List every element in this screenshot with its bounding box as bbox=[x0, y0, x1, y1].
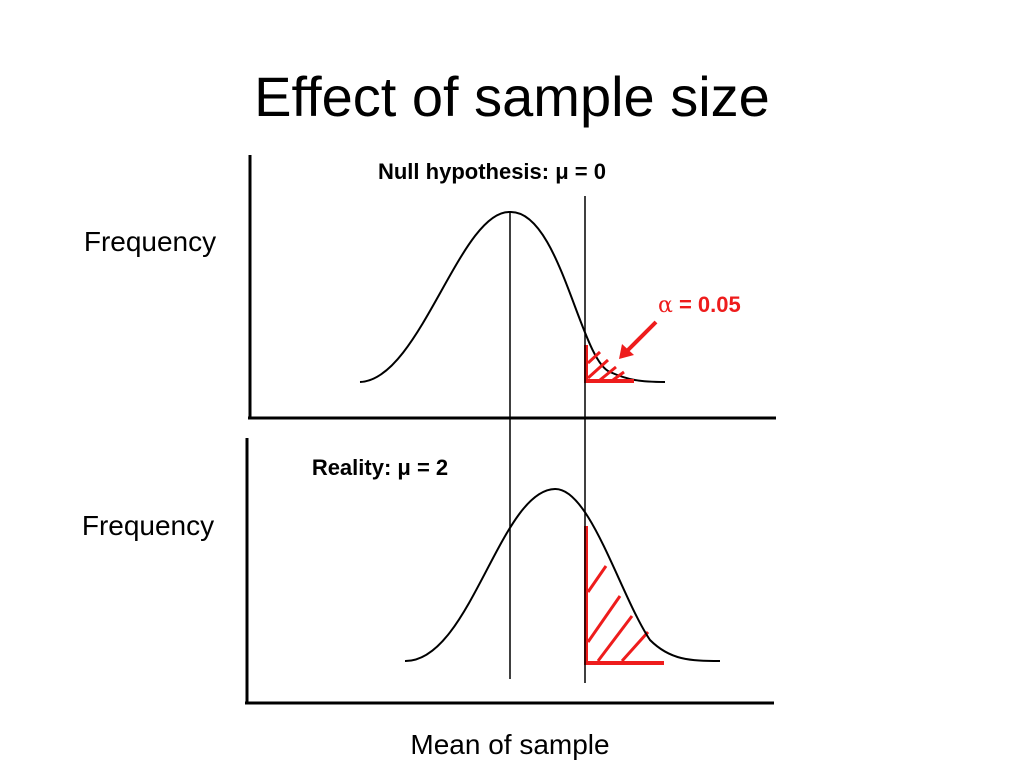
reality-distribution-curve bbox=[404, 487, 721, 663]
alpha-value: = 0.05 bbox=[673, 292, 741, 317]
alpha-label: α = 0.05 bbox=[658, 292, 741, 318]
alpha-rejection-region bbox=[584, 345, 634, 383]
null-hypothesis-panel: Null hypothesis: μ = 0 Frequency α = 0.0… bbox=[84, 155, 776, 420]
reality-label: Reality: μ = 2 bbox=[312, 455, 448, 480]
slide-title: Effect of sample size bbox=[254, 65, 770, 128]
bottom-y-axis-label: Frequency bbox=[82, 510, 214, 541]
power-region bbox=[584, 526, 664, 665]
null-hypothesis-label: Null hypothesis: μ = 0 bbox=[378, 159, 606, 184]
x-axis-label: Mean of sample bbox=[410, 729, 609, 760]
reality-panel: Reality: μ = 2 Frequency bbox=[82, 438, 774, 705]
alpha-arrow bbox=[619, 320, 658, 359]
top-y-axis-label: Frequency bbox=[84, 226, 216, 257]
null-distribution-curve bbox=[359, 210, 666, 383]
alpha-symbol: α bbox=[658, 293, 673, 318]
